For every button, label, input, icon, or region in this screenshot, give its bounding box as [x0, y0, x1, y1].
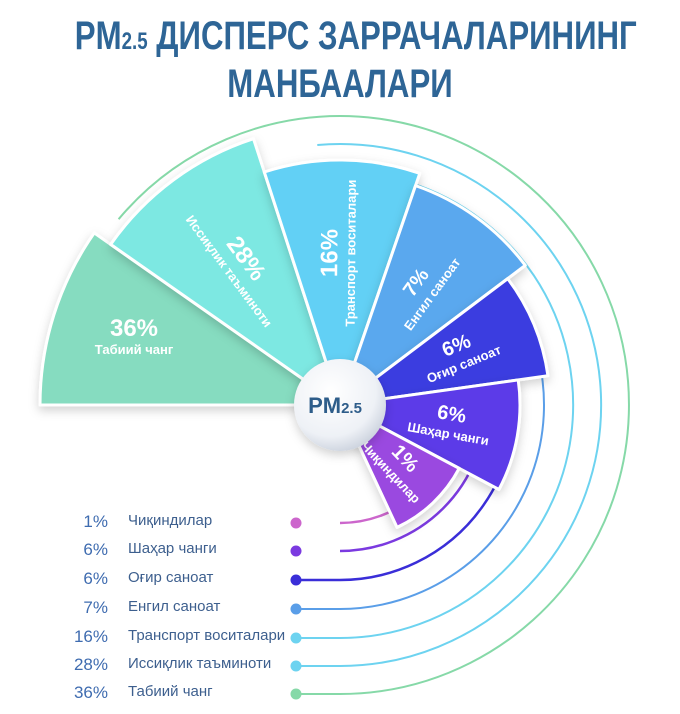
- center-badge: PM2.5: [294, 359, 386, 451]
- legend-percent: 36%: [73, 683, 108, 702]
- legend-item: 36% Табиий чанг: [48, 683, 348, 705]
- legend-item: 1% Чиқиндилар: [48, 512, 348, 534]
- legend-percent: 28%: [73, 655, 108, 674]
- legend-item: 28% Иссиқлик таъминоти: [48, 655, 348, 677]
- legend-percent: 6%: [83, 540, 108, 559]
- slice-category: Транспорт воситалари: [343, 180, 359, 327]
- pie-slice: [262, 158, 422, 407]
- legend-dot: [290, 517, 302, 529]
- legend-dot: [290, 545, 302, 557]
- legend-dot: [290, 632, 302, 644]
- slice-value: 36%: [110, 315, 158, 342]
- legend-label: Шаҳар чанги: [128, 540, 217, 557]
- legend-percent: 16%: [73, 627, 108, 646]
- title-pm-sub: 2.5: [121, 28, 148, 55]
- center-label: PM: [308, 393, 341, 418]
- legend-item: 7% Енгил саноат: [48, 598, 348, 620]
- legend-label: Транспорт воситалари: [128, 627, 286, 644]
- legend-dot: [290, 660, 302, 672]
- legend-connector-arc: [296, 143, 603, 667]
- legend-dot: [290, 688, 302, 700]
- center-sub: 2.5: [341, 400, 362, 417]
- slice-label: 36%Табиий чанг: [95, 315, 174, 357]
- title-pm: PM: [74, 14, 122, 58]
- legend-label: Оғир саноат: [128, 569, 214, 586]
- legend-item: 6% Шаҳар чанги: [48, 540, 348, 562]
- title-line-1: PM2.5 ДИСПЕРС ЗАРРАЧАЛАРИНИНГ: [74, 14, 637, 59]
- pie-slice: [338, 184, 527, 407]
- legend-percent: 1%: [83, 512, 108, 531]
- title-rest: ДИСПЕРС ЗАРРАЧАЛАРИНИНГ: [147, 14, 637, 58]
- pie-slice: [338, 277, 550, 407]
- legend-label: Табиий чанг: [128, 683, 213, 700]
- legend-connector-arc: [117, 115, 630, 695]
- legend-percent: 7%: [83, 598, 108, 617]
- legend-item: 6% Оғир саноат: [48, 569, 348, 591]
- legend-label: Чиқиндилар: [128, 512, 213, 529]
- slice-value: 6%: [435, 401, 468, 428]
- pie-slice: [38, 231, 342, 407]
- slice-category: Табиий чанг: [95, 342, 174, 357]
- legend-label: Енгил саноат: [128, 598, 221, 615]
- slice-value: 16%: [316, 229, 343, 277]
- legend-label: Иссиқлик таъминоти: [128, 655, 272, 672]
- svg-text:PM2.5: PM2.5: [308, 393, 362, 418]
- pie-slice: [109, 137, 342, 407]
- slice-label: 16% Транспорт воситалари: [316, 180, 359, 327]
- legend-percent: 6%: [83, 569, 108, 588]
- legend-dot: [290, 603, 302, 615]
- title-line-2: МАНБААЛАРИ: [227, 62, 453, 106]
- legend-dot: [290, 574, 302, 586]
- legend-item: 16% Транспорт воситалари: [48, 627, 348, 649]
